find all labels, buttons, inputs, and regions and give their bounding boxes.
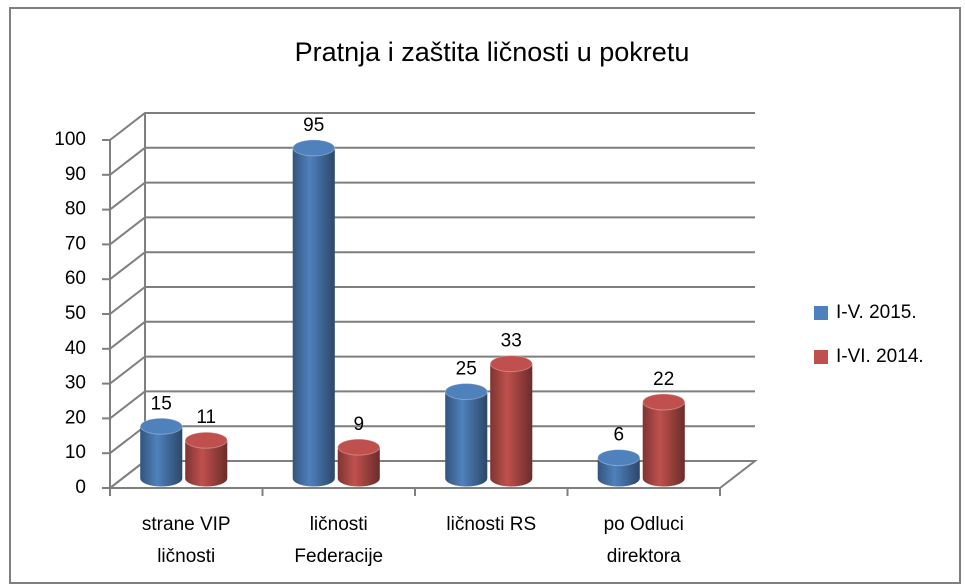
data-label: 95 [303,115,324,136]
legend-swatch [814,350,828,364]
bar [642,393,686,487]
grid-line [109,146,755,176]
y-tick-label: 40 [65,338,86,359]
grid-line [109,251,755,280]
legend-label: I-V. 2015. [836,302,917,323]
grid-line [109,320,755,350]
bar [489,355,533,487]
bar-shade [185,440,228,487]
bar-shade [597,457,640,487]
x-tick-label: strane VIP ličnosti [142,514,231,567]
bar-shade [292,147,335,487]
data-label: 11 [196,407,216,428]
bar-shade [642,401,685,487]
y-tick-label: 70 [65,233,86,254]
chart-frame [9,7,961,584]
legend-label: I-VI. 2014. [836,346,924,367]
bar-top [642,393,686,411]
bar-shade [490,363,533,487]
legend-swatch [814,306,828,320]
data-label: 15 [151,393,172,414]
bar-top [337,438,381,456]
bar [184,431,228,487]
grid-line [109,390,755,420]
bar [139,417,183,487]
bar [444,383,488,487]
bar-shade [337,447,380,487]
bar [597,449,641,487]
data-label: 33 [501,331,522,352]
bar-top [597,449,641,467]
grid-line [109,286,755,315]
data-label: 25 [456,359,477,380]
bar-shade [140,426,183,487]
data-label: 22 [653,369,674,390]
y-tick-label: 60 [65,268,86,289]
bar-top [139,417,183,435]
y-tick-label: 10 [65,442,86,463]
bar-top [444,383,488,400]
bar-top [489,355,533,373]
chart-title: Pratnja i zaštita ličnosti u pokretu [295,37,690,67]
data-label: 9 [353,414,364,435]
y-tick-label: 100 [54,129,86,150]
y-tick-label: 80 [65,199,86,220]
grid-line [109,355,755,385]
y-tick-label: 30 [65,373,86,394]
y-tick-label: 20 [65,407,86,428]
x-tick-label: po Odluci direktora [604,514,684,567]
y-tick-label: 90 [65,164,86,185]
grid-line [109,216,755,246]
y-tick-label: 50 [65,303,86,324]
data-label: 6 [613,425,624,446]
bar [292,139,336,487]
grid-line [109,112,755,141]
bar-shade [445,391,488,487]
bar-top [184,431,228,449]
bar [337,438,381,487]
y-tick-label: 0 [75,477,86,498]
grid-line [109,181,755,211]
x-tick-label: ličnosti RS [446,514,536,535]
bar-top [292,139,336,157]
x-tick-label: ličnosti Federacije [294,514,383,567]
